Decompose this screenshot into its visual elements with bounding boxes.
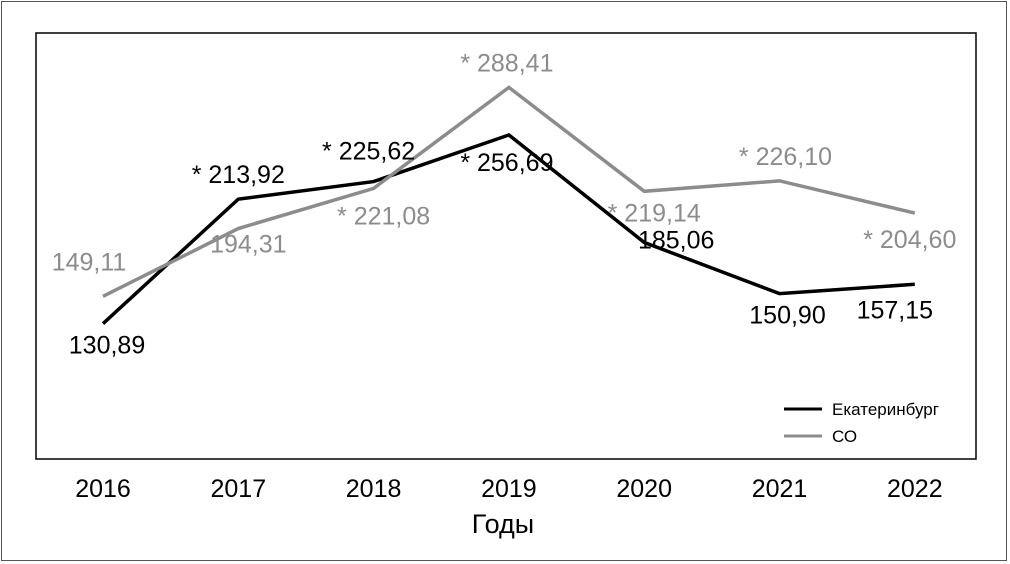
data-label: 194,31 (210, 231, 286, 259)
legend-label-so: СО (832, 427, 857, 446)
data-label: * 221,08 (337, 202, 430, 230)
legend-label-ekaterinburg: Екатеринбург (832, 400, 939, 419)
data-label: 150,90 (749, 302, 825, 330)
data-label: 149,11 (52, 248, 127, 276)
series-line (101, 132, 915, 325)
x-tick-label: 2019 (481, 475, 537, 503)
data-label: 130,89 (69, 332, 145, 360)
x-tick-label: 2016 (75, 475, 131, 503)
data-label: * 204,60 (863, 226, 956, 254)
data-label: * 219,14 (608, 199, 701, 227)
x-axis-label: Годы (472, 509, 534, 539)
x-tick-label: 2022 (887, 475, 943, 503)
data-label: 157,15 (857, 296, 933, 324)
data-label: * 213,92 (192, 161, 285, 189)
data-label: 185,06 (638, 226, 714, 254)
plot-area (35, 32, 977, 460)
data-label: * 225,62 (322, 138, 415, 166)
x-tick-label: 2021 (752, 475, 808, 503)
legend: Екатеринбург СО (784, 400, 939, 446)
x-tick-label: 2020 (616, 475, 672, 503)
data-label: * 256,69 (460, 149, 553, 177)
x-tick-label: 2018 (346, 475, 402, 503)
series-line (102, 85, 916, 298)
data-label: * 288,41 (460, 49, 553, 77)
x-tick-label: 2017 (210, 475, 266, 503)
data-label: * 226,10 (739, 143, 832, 171)
